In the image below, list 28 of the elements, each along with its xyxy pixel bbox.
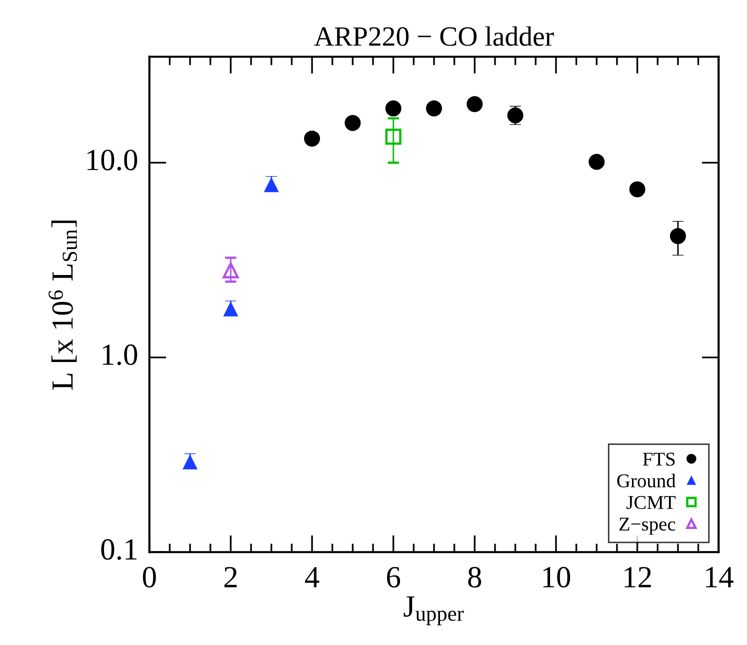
y-tick-label: 10.0 [88, 150, 138, 170]
x-axis-title: J$_{upper}$ [404, 596, 464, 626]
legend-label: Z−spec [619, 518, 676, 535]
point [385, 128, 402, 145]
x-tick-label: 0 [142, 566, 156, 588]
x-tick-label: 12 [624, 566, 651, 588]
x-tick-label: 14 [706, 567, 734, 588]
legend-label: Ground [617, 474, 676, 488]
point [588, 154, 605, 170]
legend-label: FTS [642, 452, 675, 466]
point [304, 130, 320, 147]
point [385, 100, 402, 116]
point [670, 228, 686, 244]
point [222, 262, 239, 278]
x-tick-label: 10 [543, 566, 570, 588]
x-tick-label: 2 [224, 566, 237, 588]
legend-label: JCMT [626, 496, 676, 510]
point [629, 181, 646, 198]
chart-title: ARP220 − CO ladder [314, 26, 554, 46]
y-tick-label: 0.1 [101, 539, 136, 560]
y-axis-title: L [x 10$^{6}$ L$_{Sun}$] [48, 220, 78, 390]
x-tick-label: 6 [387, 566, 400, 588]
point [344, 114, 361, 131]
point [466, 96, 483, 112]
point [426, 100, 442, 116]
x-tick-label: 8 [468, 566, 482, 588]
y-tick-label: 1.0 [102, 344, 138, 366]
x-tick-label: 4 [304, 567, 320, 588]
